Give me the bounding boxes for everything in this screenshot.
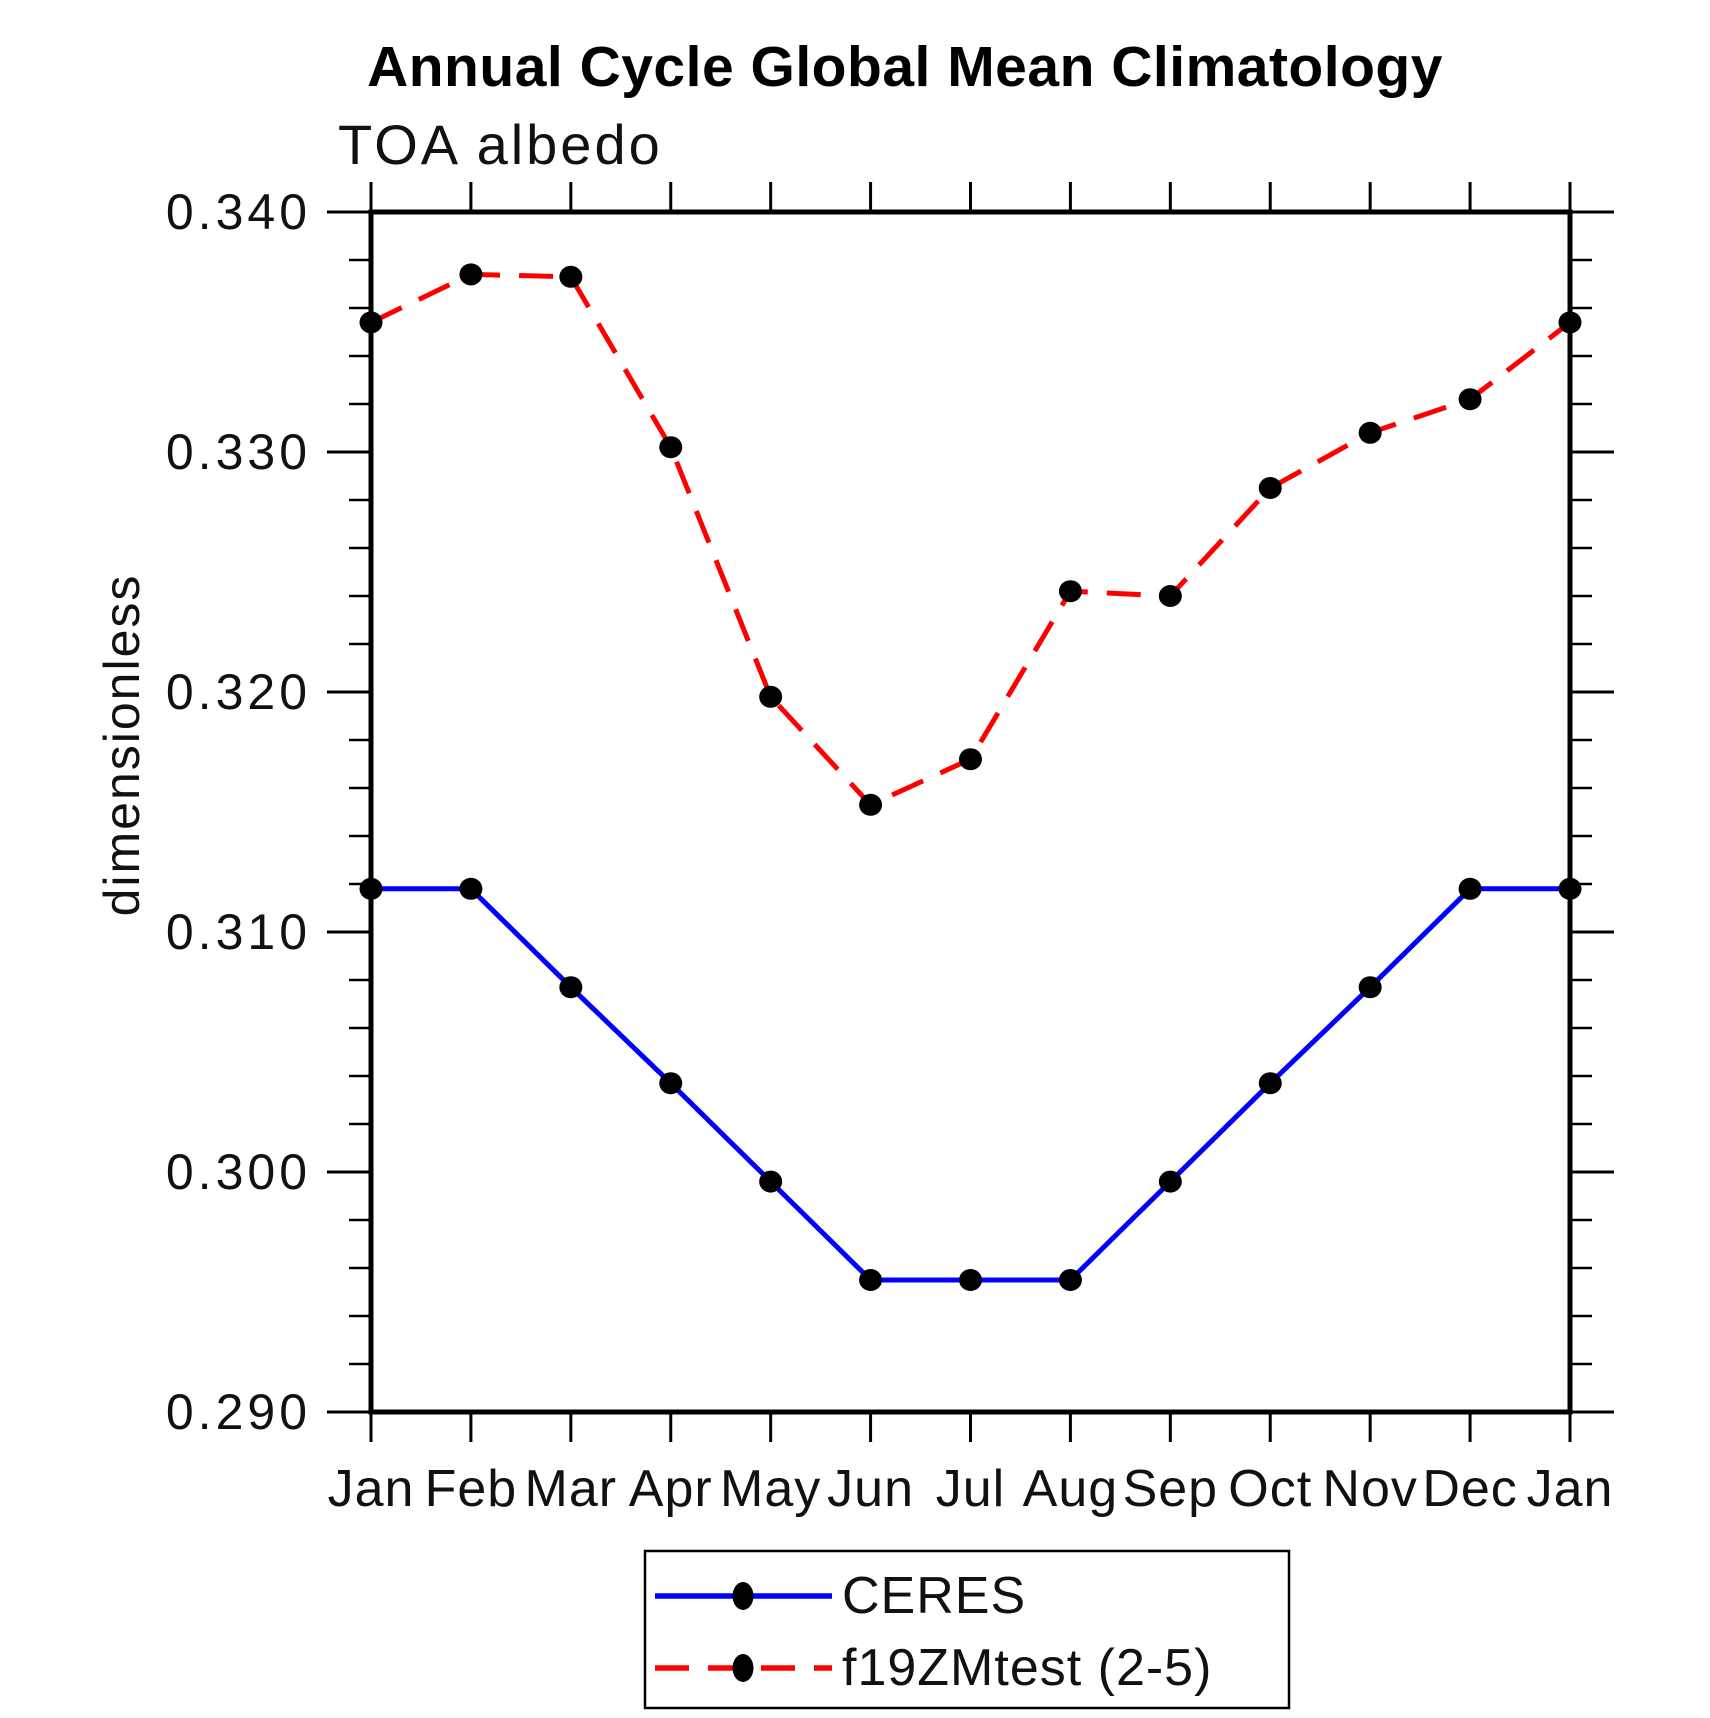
series-marker [1358, 421, 1382, 444]
series-line-ceres [371, 886, 1570, 1283]
x-tick-label: Dec [1422, 1460, 1517, 1518]
legend-sample-marker [732, 1654, 754, 1682]
series-marker [1058, 1269, 1082, 1291]
y-tick-label: 0.310 [166, 904, 311, 960]
series-marker [759, 685, 783, 708]
x-tick-label: Mar [525, 1460, 618, 1518]
x-tick-label: May [720, 1460, 821, 1518]
series-marker [1458, 388, 1482, 411]
series-marker [559, 976, 583, 999]
plot-frame [368, 209, 1573, 1415]
series-marker [1158, 1170, 1182, 1193]
series-marker [1158, 585, 1182, 607]
series-marker [459, 263, 483, 286]
x-tick-label: Aug [1023, 1460, 1119, 1518]
legend-label: f19ZMtest (2-5) [842, 1639, 1212, 1697]
series-marker [1558, 877, 1582, 900]
legend-sample-marker [732, 1582, 754, 1610]
x-tick-label: Jun [827, 1460, 914, 1518]
series-marker [459, 877, 483, 900]
y-tick-label: 0.340 [166, 184, 311, 240]
series-marker [1558, 311, 1582, 334]
y-tick-label: 0.290 [166, 1384, 311, 1440]
legend-box [643, 1549, 1291, 1710]
series-marker [959, 748, 982, 771]
x-tick-label: Jul [936, 1460, 1005, 1518]
x-tick-label: Sep [1123, 1460, 1219, 1518]
series-marker [859, 1269, 883, 1291]
page-title: Annual Cycle Global Mean Climatology [367, 35, 1443, 99]
y-tick-label: 0.330 [166, 424, 311, 480]
x-tick-label: Jan [1527, 1460, 1614, 1518]
series-marker [559, 265, 583, 288]
series-marker [759, 1170, 783, 1193]
x-tick-label: Apr [629, 1460, 713, 1518]
x-tick-label: Feb [425, 1460, 518, 1518]
series-marker [859, 793, 883, 816]
series-marker [1358, 976, 1382, 999]
series-marker [1258, 1072, 1282, 1095]
series-marker [1458, 877, 1482, 900]
series-marker [359, 311, 383, 334]
series-marker [659, 436, 683, 459]
legend-label: CERES [842, 1567, 1026, 1625]
series-marker [1258, 477, 1282, 499]
plot-subtitle: TOA albedo [338, 113, 663, 176]
series-line-f19zmtest-2-5 [369, 271, 1572, 808]
x-tick-label: Nov [1322, 1460, 1417, 1518]
x-tick-label: Oct [1228, 1460, 1312, 1518]
series-marker [959, 1269, 982, 1291]
series-marker [359, 877, 383, 900]
x-tick-label: Jan [328, 1460, 415, 1518]
series-marker [659, 1072, 683, 1095]
series-marker [1058, 580, 1082, 603]
y-tick-label: 0.300 [166, 1144, 311, 1200]
y-tick-label: 0.320 [166, 664, 311, 720]
